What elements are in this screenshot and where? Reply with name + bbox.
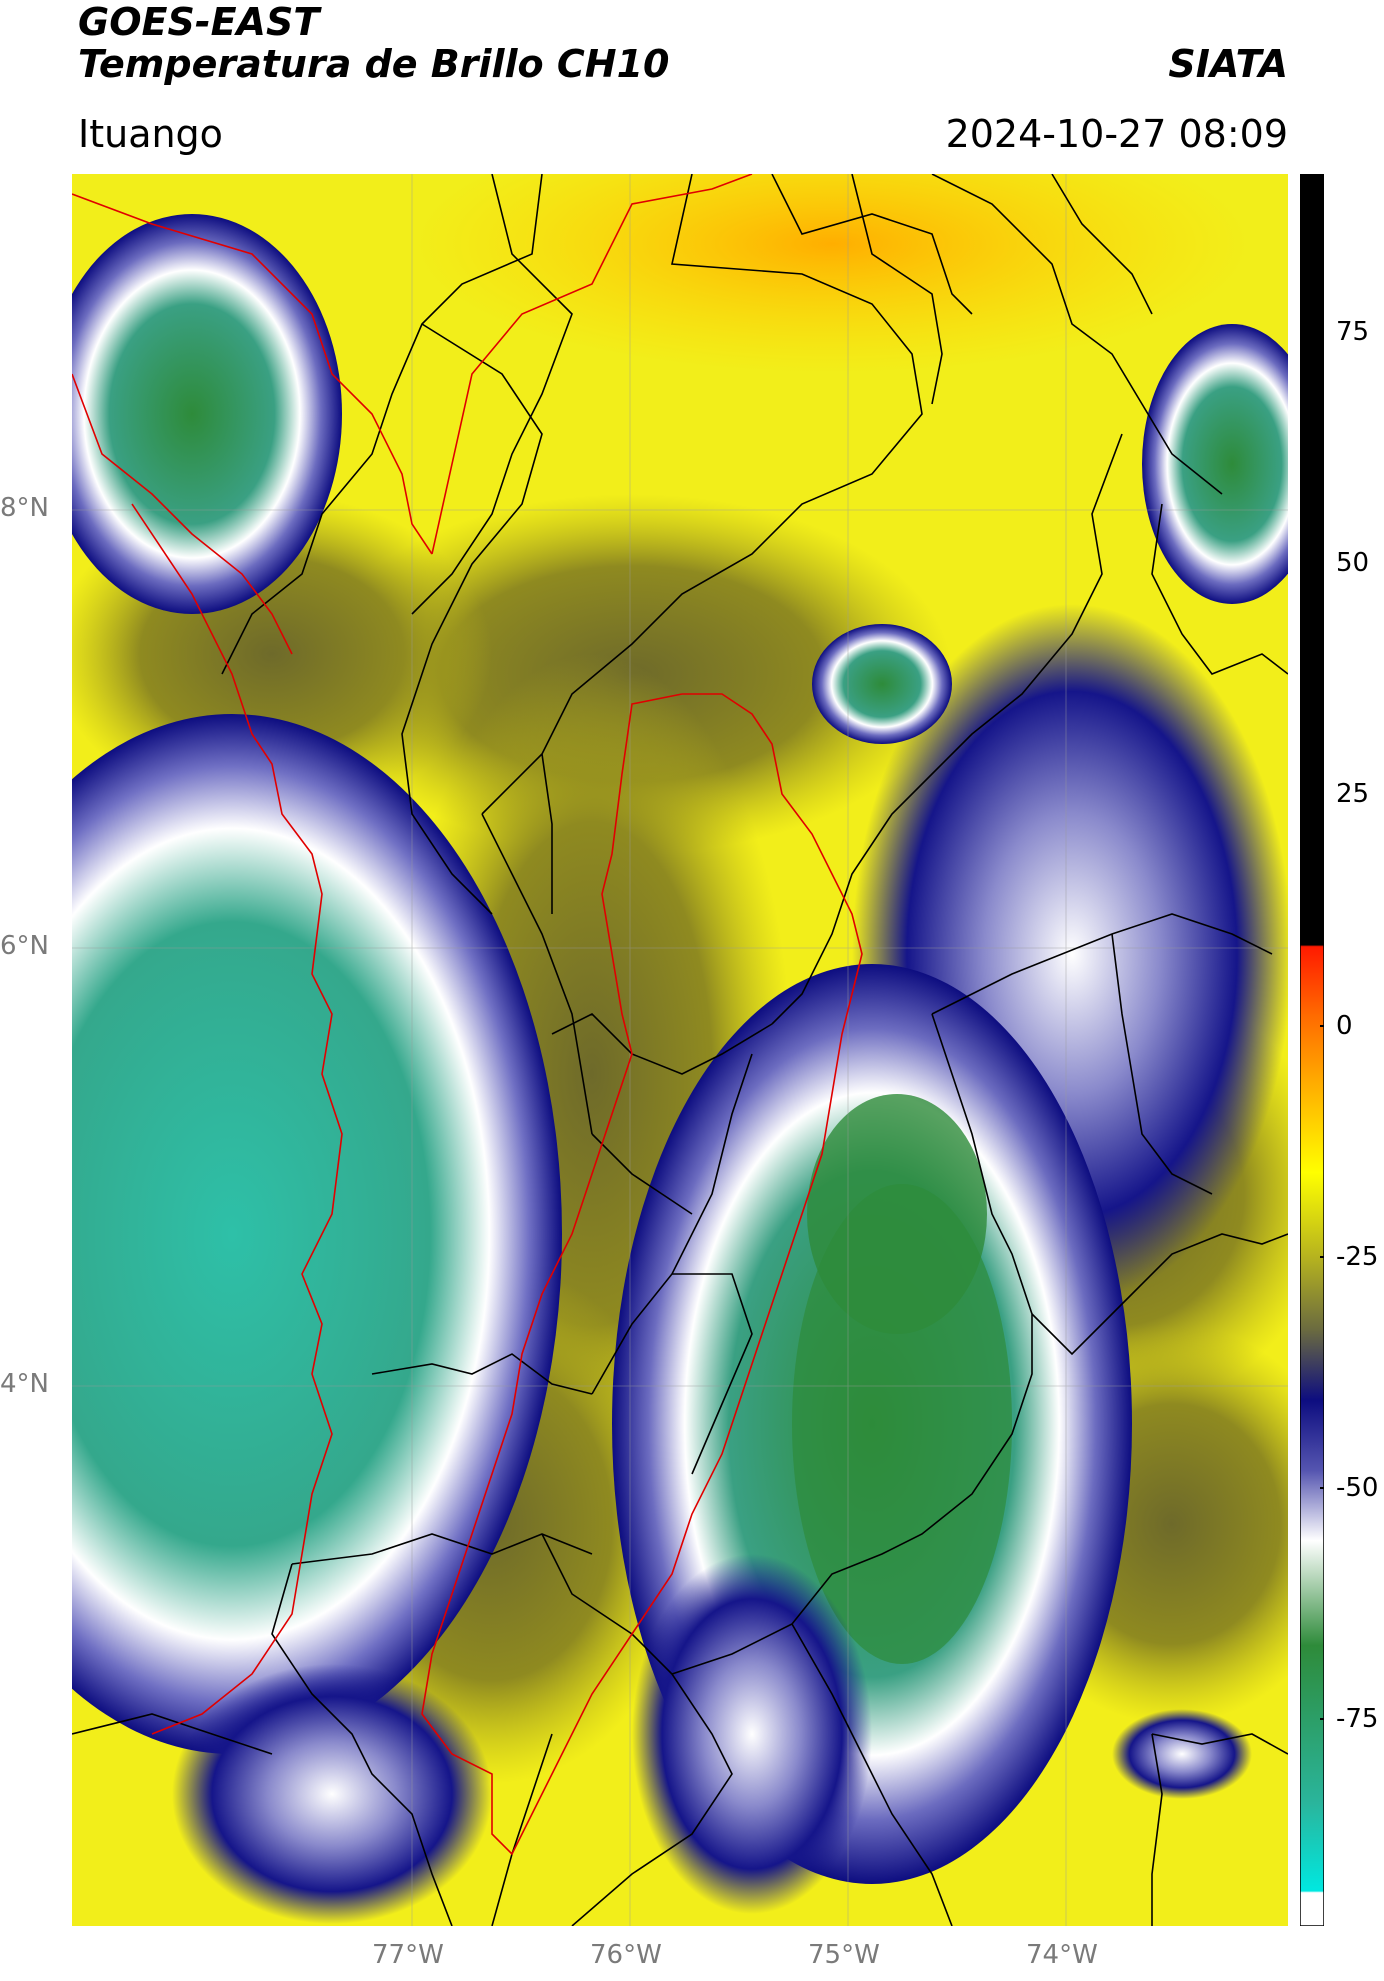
lat-label-6n: 6°N [0, 931, 49, 961]
colorbar-tick-minus50: -50 [1336, 1473, 1379, 1503]
colorbar-tick-0: 0 [1336, 1011, 1353, 1041]
graticule [72, 174, 1288, 1926]
brightness-temperature-map [72, 174, 1288, 1926]
lon-label-76w: 76°W [590, 1940, 662, 1970]
colorbar-tick-75: 75 [1336, 317, 1370, 347]
administrative-borders [72, 174, 1288, 1926]
lon-label-74w: 74°W [1026, 1940, 1098, 1970]
temperature-colorbar [1300, 174, 1324, 1926]
colorbar-tick-50: 50 [1336, 548, 1370, 578]
title-product: Temperatura de Brillo CH10 [78, 42, 670, 86]
colorbar-tick-minus25: -25 [1336, 1242, 1379, 1272]
location-label: Ituango [78, 112, 223, 156]
lon-label-75w: 75°W [808, 1940, 880, 1970]
colorbar-tick-25: 25 [1336, 779, 1370, 809]
colorbar-tick-minus75: -75 [1336, 1704, 1379, 1734]
lat-label-8n: 8°N [0, 493, 49, 523]
lat-label-4n: 4°N [0, 1369, 49, 1399]
brand-label: SIATA [1168, 42, 1288, 86]
lon-label-77w: 77°W [372, 1940, 444, 1970]
title-satellite: GOES-EAST [78, 0, 320, 44]
region-outline-red [72, 174, 863, 1856]
timestamp-label: 2024-10-27 08:09 [945, 112, 1288, 156]
